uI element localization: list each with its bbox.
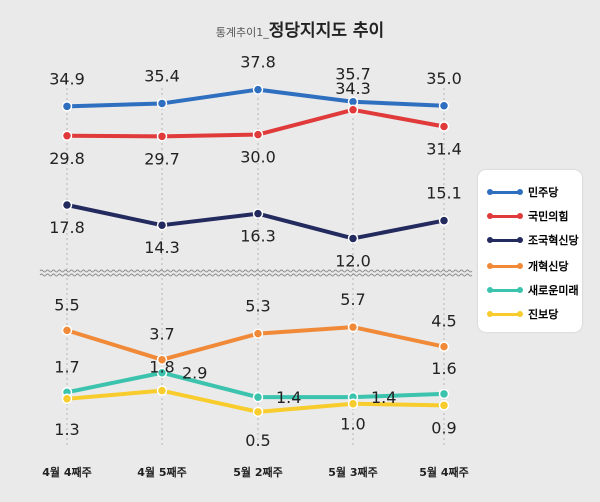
data-label: 1.7 xyxy=(54,357,79,376)
data-label: 0.9 xyxy=(431,418,456,437)
data-point xyxy=(156,219,168,231)
data-point xyxy=(438,215,450,226)
data-point xyxy=(252,129,264,140)
data-label: 31.4 xyxy=(426,140,462,159)
data-point xyxy=(438,341,450,352)
data-label: 1.4 xyxy=(371,388,396,407)
data-label: 2.9 xyxy=(182,364,207,383)
data-label: 1.4 xyxy=(276,388,301,407)
legend-item-reform: 개혁신당 xyxy=(487,256,569,276)
data-label: 34.9 xyxy=(49,69,85,88)
data-point xyxy=(252,406,264,418)
data-point xyxy=(438,388,450,400)
x-tick-label: 4월 5째주 xyxy=(137,465,187,479)
legend-swatch xyxy=(487,213,523,219)
data-point xyxy=(61,325,73,336)
data-point xyxy=(61,393,73,405)
data-point xyxy=(61,130,73,142)
legend-swatch xyxy=(487,263,523,269)
data-point xyxy=(252,328,264,339)
data-label: 0.5 xyxy=(245,431,270,450)
data-label: 37.8 xyxy=(240,53,276,72)
data-label: 5.7 xyxy=(340,290,365,309)
data-point xyxy=(347,233,359,244)
data-label: 12.0 xyxy=(335,251,371,270)
legend-item-minjoo: 민주당 xyxy=(487,182,559,202)
legend-label: 진보당 xyxy=(528,308,559,321)
legend-label: 민주당 xyxy=(528,186,559,199)
data-label: 4.5 xyxy=(431,312,456,331)
legend-swatch xyxy=(487,311,523,317)
data-label: 17.8 xyxy=(49,218,85,237)
chart-title-prefix: 통계추이1_ xyxy=(216,26,269,39)
legend: 민주당 국민의힘 조국혁신당 개혁신당 새로운미래 진보당 xyxy=(478,170,582,332)
data-label: 29.8 xyxy=(49,149,85,168)
legend-item-cho: 조국혁신당 xyxy=(487,230,579,250)
data-point xyxy=(252,208,264,219)
data-point xyxy=(252,391,264,403)
chart-title: 통계추이1_정당지지도 추이 xyxy=(216,21,384,41)
data-label: 3.7 xyxy=(149,325,174,344)
data-point xyxy=(438,400,450,411)
legend-label: 조국혁신당 xyxy=(528,234,579,247)
legend-label: 새로운미래 xyxy=(528,284,579,297)
data-label: 1.8 xyxy=(149,358,174,377)
legend-swatch xyxy=(487,287,523,293)
data-label: 1.0 xyxy=(340,415,365,434)
data-point xyxy=(61,101,73,112)
data-label: 5.5 xyxy=(54,295,79,314)
data-point xyxy=(156,367,168,378)
data-label: 29.7 xyxy=(144,149,180,168)
x-tick-label: 4월 4째주 xyxy=(42,465,92,479)
legend-label: 국민의힘 xyxy=(528,210,569,223)
data-label: 35.7 xyxy=(335,65,371,84)
data-label: 15.1 xyxy=(426,184,462,203)
data-point xyxy=(156,131,168,142)
data-point xyxy=(347,321,359,333)
axis-break-line xyxy=(39,273,473,277)
legend-label: 개혁신당 xyxy=(528,260,569,273)
data-point xyxy=(156,354,168,365)
data-label: 35.0 xyxy=(426,69,462,88)
data-point xyxy=(252,84,264,95)
data-point xyxy=(61,199,73,211)
chart-title-main: 정당지지도 추이 xyxy=(269,21,384,41)
legend-item-ppp: 국민의힘 xyxy=(487,206,569,226)
data-point xyxy=(156,98,168,109)
x-tick-label: 5월 4째주 xyxy=(419,465,469,479)
data-point xyxy=(438,100,450,111)
data-label: 1.6 xyxy=(431,359,456,378)
data-label: 1.3 xyxy=(54,420,79,439)
legend-item-newfuture: 새로운미래 xyxy=(487,280,579,300)
legend-swatch xyxy=(487,237,523,243)
data-label: 14.3 xyxy=(144,238,180,257)
data-point xyxy=(156,385,168,396)
legend-item-progressive: 진보당 xyxy=(487,304,559,324)
data-point xyxy=(347,398,359,409)
data-label: 35.4 xyxy=(144,66,180,85)
data-point xyxy=(438,121,450,132)
data-label: 16.3 xyxy=(240,227,276,246)
axis-break-line xyxy=(39,269,473,273)
data-label: 30.0 xyxy=(240,148,276,167)
data-point xyxy=(347,104,359,116)
data-label: 5.3 xyxy=(245,297,270,316)
x-tick-label: 5월 3째주 xyxy=(328,465,378,479)
data-label: 34.3 xyxy=(335,79,371,98)
x-tick-label: 5월 2째주 xyxy=(233,465,283,479)
legend-swatch xyxy=(487,189,523,195)
